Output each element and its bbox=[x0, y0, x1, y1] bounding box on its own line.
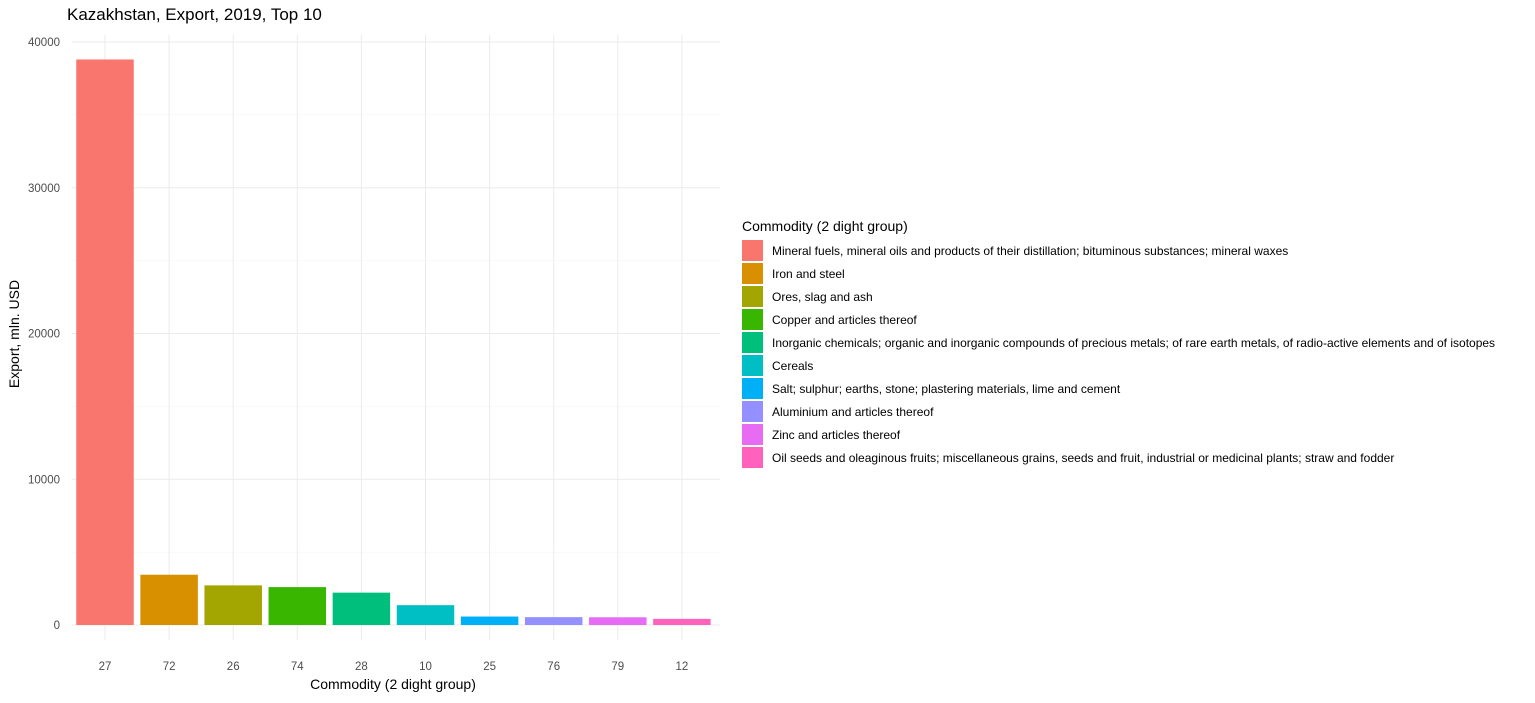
x-tick-label: 79 bbox=[611, 661, 624, 673]
legend-entry-label: Copper and articles thereof bbox=[772, 313, 917, 327]
chart-title: Kazakhstan, Export, 2019, Top 10 bbox=[67, 5, 322, 24]
x-tick-label: 27 bbox=[99, 661, 112, 673]
bar-10 bbox=[396, 605, 455, 625]
bar-74 bbox=[268, 587, 327, 625]
legend: Commodity (2 dight group) Mineral fuels,… bbox=[742, 218, 1495, 468]
x-tick-label: 28 bbox=[355, 661, 368, 673]
y-axis-title: Export, mln. USD bbox=[6, 280, 22, 388]
legend-key bbox=[742, 309, 763, 330]
legend-key bbox=[742, 240, 763, 261]
bar-12 bbox=[653, 618, 711, 625]
legend-entry-label: Iron and steel bbox=[772, 267, 845, 281]
y-tick-label: 20000 bbox=[28, 329, 60, 341]
bar-28 bbox=[332, 592, 391, 625]
bar-72 bbox=[140, 574, 198, 625]
grid bbox=[72, 35, 720, 640]
legend-title: Commodity (2 dight group) bbox=[742, 218, 908, 234]
legend-entry-label: Mineral fuels, mineral oils and products… bbox=[772, 244, 1288, 258]
bar-26 bbox=[204, 585, 262, 625]
bar-79 bbox=[589, 617, 647, 625]
legend-entry-label: Ores, slag and ash bbox=[772, 290, 873, 304]
bars bbox=[76, 59, 711, 626]
legend-entry-label: Zinc and articles thereof bbox=[772, 428, 901, 442]
legend-key bbox=[742, 401, 763, 422]
x-tick-label: 74 bbox=[291, 661, 304, 673]
legend-key bbox=[742, 424, 763, 445]
bar-27 bbox=[76, 59, 134, 626]
y-tick-label: 40000 bbox=[28, 37, 60, 49]
legend-entry-label: Oil seeds and oleaginous fruits; miscell… bbox=[772, 451, 1394, 465]
legend-key bbox=[742, 332, 763, 353]
x-tick-label: 72 bbox=[163, 661, 176, 673]
legend-key bbox=[742, 378, 763, 399]
legend-key bbox=[742, 286, 763, 307]
y-tick-label: 10000 bbox=[28, 474, 60, 486]
bar-25 bbox=[460, 616, 519, 625]
bar-76 bbox=[524, 617, 583, 625]
legend-entry-label: Salt; sulphur; earths, stone; plastering… bbox=[772, 382, 1121, 396]
x-tick-label: 12 bbox=[676, 661, 689, 673]
legend-key bbox=[742, 447, 763, 468]
legend-entry-label: Cereals bbox=[772, 359, 813, 373]
x-tick-label: 76 bbox=[547, 661, 560, 673]
y-tick-label: 0 bbox=[54, 620, 60, 632]
tick-labels: 0 10000 20000 30000 40000 27 72 26 74 28 10 25 76 79 1… bbox=[28, 37, 688, 673]
legend-key bbox=[742, 263, 763, 284]
x-tick-label: 10 bbox=[419, 661, 432, 673]
x-tick-label: 25 bbox=[483, 661, 496, 673]
legend-entry-label: Inorganic chemicals; organic and inorgan… bbox=[772, 336, 1495, 350]
y-tick-label: 30000 bbox=[28, 183, 60, 195]
legend-entry-label: Aluminium and articles thereof bbox=[772, 405, 934, 419]
x-axis-title: Commodity (2 dight group) bbox=[310, 676, 476, 692]
legend-key bbox=[742, 355, 763, 376]
x-tick-label: 26 bbox=[227, 661, 240, 673]
